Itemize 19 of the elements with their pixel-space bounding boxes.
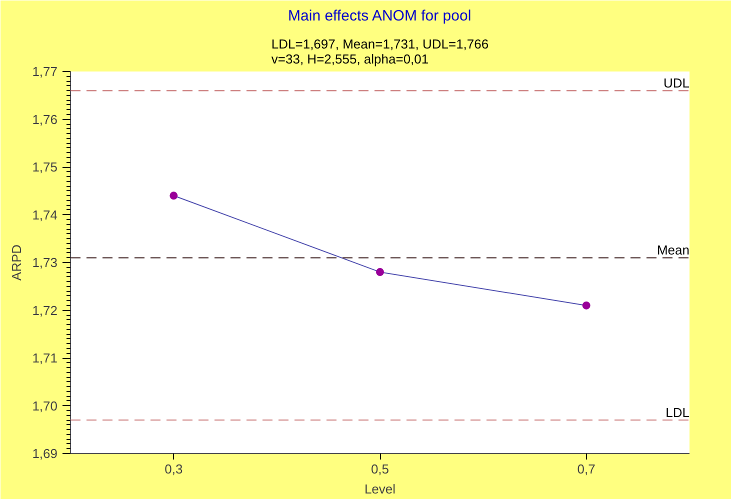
x-tick-label: 0,5	[370, 462, 390, 476]
ref-line-label: Mean	[656, 242, 690, 258]
y-axis-title: ARPD	[9, 244, 24, 281]
y-tick-label: 1,75	[32, 160, 58, 174]
chart-subtitle: LDL=1,697, Mean=1,731, UDL=1,766 v=33, H=2,555, alpha=0,01	[271, 36, 489, 66]
y-tick-label: 1,74	[32, 207, 58, 222]
y-tick-label: 1,72	[32, 302, 58, 318]
y-tick-label: 1,69	[32, 446, 58, 461]
x-axis-title: Level	[364, 482, 396, 496]
ref-line-label: UDL	[663, 76, 690, 91]
x-tick-label: 0,3	[164, 462, 183, 476]
y-tick-label: 1,76	[32, 112, 58, 127]
ref-line-label: LDL	[666, 405, 690, 420]
y-tick-label: 1,73	[32, 255, 58, 270]
x-tick-label: 0,7	[577, 462, 596, 476]
chart-title: Main effects ANOM for pool	[288, 8, 472, 24]
y-tick-label: 1,70	[32, 398, 58, 414]
y-tick-label: 1,77	[32, 64, 58, 79]
y-tick-label: 1,71	[32, 350, 58, 366]
